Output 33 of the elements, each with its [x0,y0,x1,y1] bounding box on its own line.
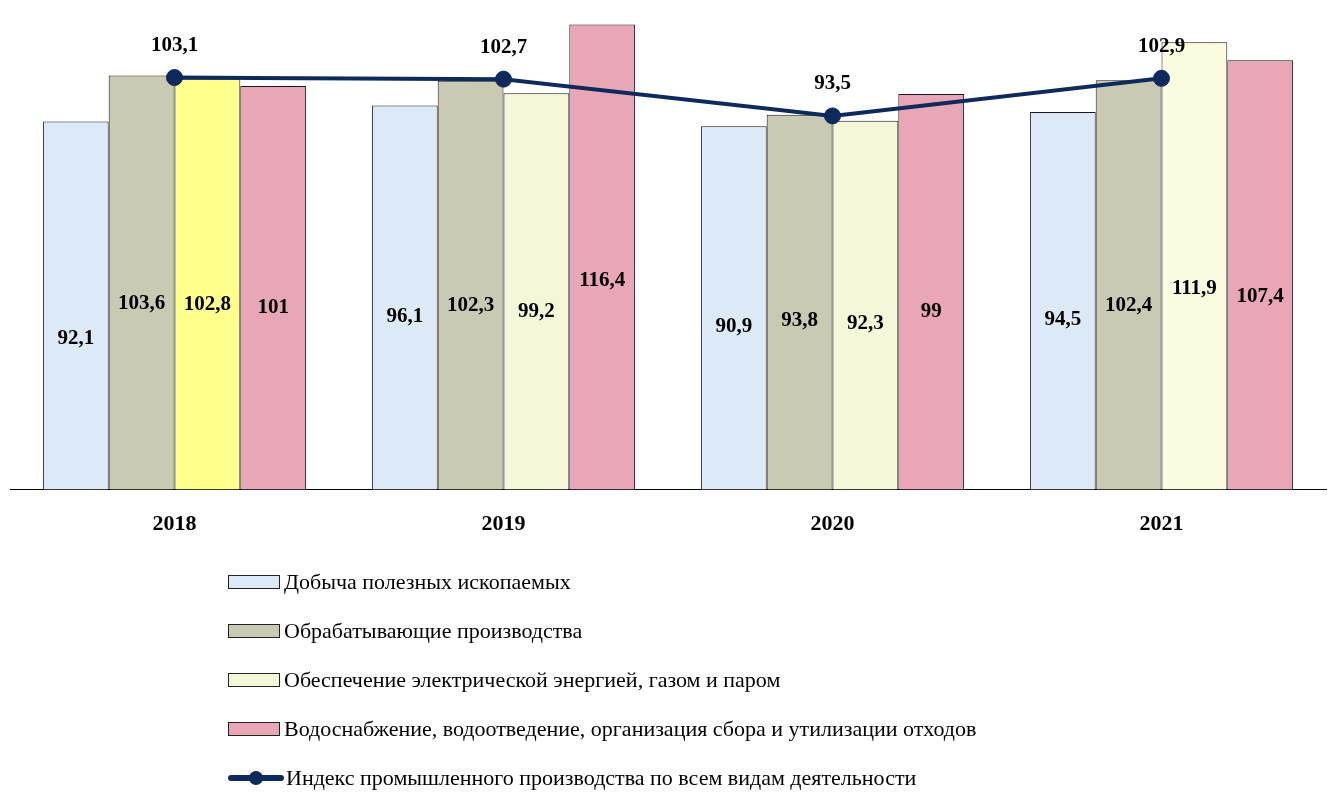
data-label: 92,3 [847,310,884,335]
x-tick-label: 2019 [481,510,526,536]
legend-label: Обрабатывающие производства [284,618,583,643]
data-label: 116,4 [579,266,626,291]
data-label: 96,1 [386,303,424,328]
data-label: 90,9 [715,312,753,337]
x-tick-label: 2018 [152,510,197,536]
x-tick-label: 2021 [1139,510,1184,536]
data-label: 111,9 [1171,274,1217,299]
data-label: 102,7 [479,33,528,58]
legend-label: Добыча полезных ископаемых [284,569,571,594]
point [495,70,512,88]
data-label: 94,5 [1044,306,1082,331]
point [166,69,183,87]
data-label: 101 [257,294,289,319]
data-label: 102,3 [446,292,495,317]
data-label: 99 [920,297,942,322]
data-label: 93,5 [814,70,851,95]
x-tick-label: 2020 [810,510,855,536]
data-label: 103,6 [117,289,166,314]
data-label: 92,1 [57,325,95,350]
data-label: 93,8 [781,307,818,332]
legend-label: Обеспечение электрической энергией, газом и паром [284,667,781,692]
data-label: 107,4 [1236,282,1285,307]
data-label: 102,9 [1137,32,1186,57]
legend-label: Водоснабжение, водоотведение, организация сбора и утилизации отходов [284,716,977,741]
point [1153,69,1170,87]
data-label: 99,2 [518,297,555,322]
data-label: 102,4 [1104,291,1153,316]
point [824,107,841,125]
data-label: 102,8 [183,291,232,316]
legend-label: Индекс промышленного производства по всем видам деятельности [286,765,917,790]
data-label: 103,1 [150,31,199,56]
